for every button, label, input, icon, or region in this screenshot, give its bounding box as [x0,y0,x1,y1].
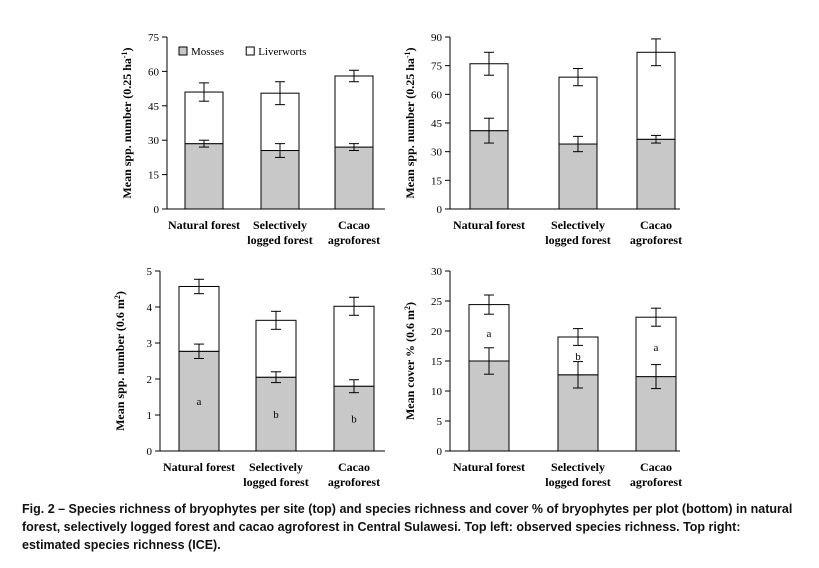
y-tick-label: 0 [437,446,443,458]
significance-letter: b [273,409,279,421]
y-tick-label: 60 [431,89,443,101]
x-tick-label: Cacao [640,460,672,474]
significance-letter: b [575,351,581,363]
legend-swatch [178,46,188,56]
bar-mosses [469,130,509,210]
y-tick-label: 3 [147,338,153,350]
y-tick-label: 20 [431,326,443,338]
y-tick-label: 45 [148,101,160,113]
x-tick-label: Natural forest [163,460,235,474]
y-tick-label: 5 [437,416,443,428]
y-tick-label: 30 [431,147,443,159]
y-tick-label: 15 [431,356,443,368]
x-tick-label: Natural forest [453,218,525,232]
x-tick-label: agroforest [328,233,380,247]
y-tick-label: 45 [431,118,443,130]
y-tick-label: 10 [431,386,443,398]
y-tick-label: 0 [147,446,153,458]
bar-mosses [557,374,599,452]
legend-swatch [245,46,255,56]
y-tick-label: 2 [147,374,153,386]
significance-letter: b [351,414,357,426]
significance-letter: a [654,342,659,354]
y-axis-label: Mean spp. number (0.6 m2) [113,291,128,431]
x-tick-label: Natural forest [453,460,525,474]
y-tick-label: 0 [437,204,443,216]
x-tick-label: Selectively [249,460,303,474]
x-tick-label: agroforest [630,233,682,247]
chart-panel-top-right: 0 15 30 45 60 75 90 Mean spp. number (0.25 ha-1… [403,32,683,247]
bar-mosses [333,385,375,452]
y-tick-label: 15 [148,170,160,182]
chart-panel-bottom-left: 0 1 2 3 4 5 Mean spp. number (0.6 m2) a Natural … [113,266,385,489]
y-tick-label: 60 [148,66,160,78]
chart-panel-bottom-right: 0 5 10 15 20 25 30 Mean cover % (0.6 m2) a Natura… [403,266,683,489]
y-tick-label: 25 [431,296,443,308]
bar-mosses [184,143,224,210]
x-tick-label: Cacao [338,460,370,474]
x-tick-label: agroforest [630,475,682,489]
bar-liverworts [333,305,375,387]
y-tick-label: 1 [147,410,153,422]
x-tick-label: Cacao [338,218,370,232]
y-axis-label: Mean cover % (0.6 m2) [403,302,418,420]
bar-mosses [178,350,220,452]
x-tick-label: Selectively [551,218,605,232]
figure-caption: Fig. 2 – Species richness of bryophytes … [22,502,793,552]
bar-mosses [636,138,676,210]
y-tick-label: 5 [147,266,153,278]
bar-mosses [255,376,297,452]
x-tick-label: Cacao [640,218,672,232]
y-tick-label: 75 [148,32,160,44]
y-tick-label: 4 [147,302,153,314]
x-tick-label: Selectively [253,218,307,232]
x-tick-label: Natural forest [168,218,240,232]
bar-liverworts [558,76,598,145]
x-tick-label: Selectively [551,460,605,474]
x-tick-label: logged forest [545,475,610,489]
significance-letter: a [197,396,202,408]
bar-liverworts [178,285,220,352]
y-tick-label: 30 [148,135,160,147]
y-tick-label: 75 [431,61,443,73]
bar-mosses [260,150,300,210]
legend-label: Liverworts [258,46,306,58]
y-tick-label: 15 [431,175,443,187]
bar-mosses [468,360,510,452]
x-tick-label: logged forest [247,233,312,247]
y-tick-label: 30 [431,266,443,278]
x-tick-label: logged forest [545,233,610,247]
x-tick-label: agroforest [328,475,380,489]
bar-liverworts [334,75,374,148]
x-tick-label: logged forest [243,475,308,489]
bar-mosses [334,146,374,210]
bar-mosses [558,143,598,210]
y-axis-label: Mean spp. number (0.25 ha-1) [120,47,135,198]
legend-label: Mosses [191,46,224,58]
chart-panel-top-left: 0 15 30 45 60 75 Mean spp. number (0.25 ha-1) N… [120,32,385,247]
y-tick-label: 90 [431,32,443,44]
y-axis-label: Mean spp. number (0.25 ha-1) [403,47,418,198]
y-tick-label: 0 [154,204,160,216]
significance-letter: a [487,328,492,340]
